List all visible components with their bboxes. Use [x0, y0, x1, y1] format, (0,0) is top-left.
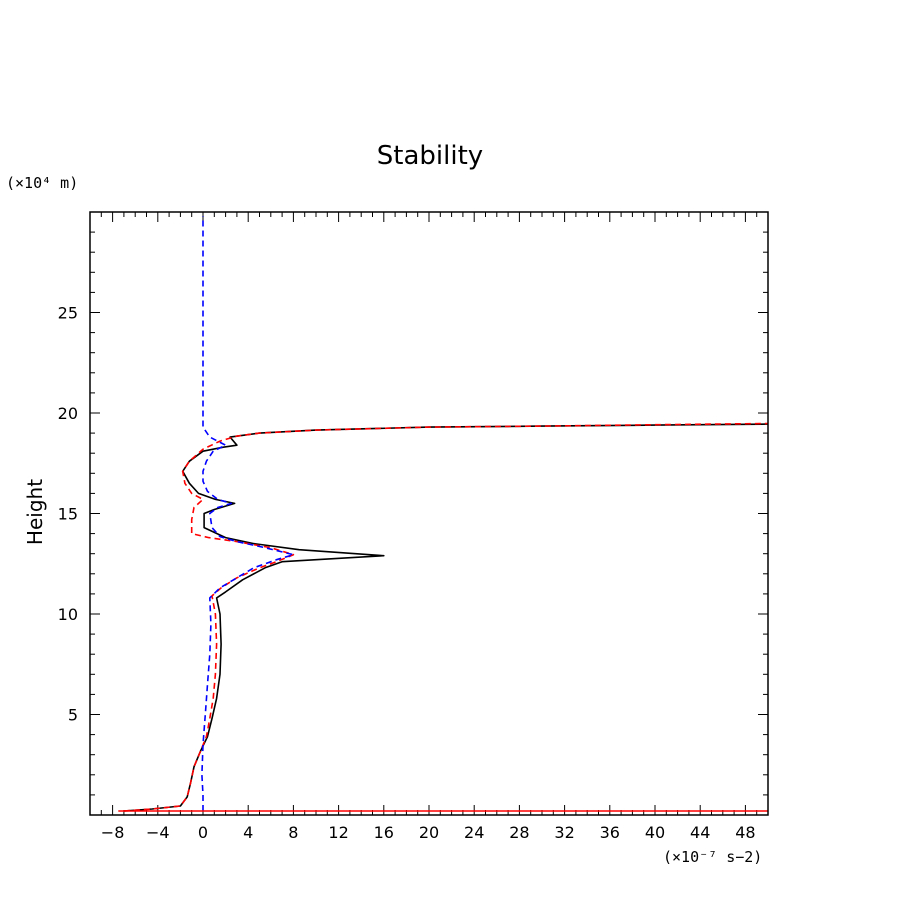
- plot-frame: [89, 211, 769, 816]
- x-tick-label: 8: [288, 823, 298, 842]
- axis-ticks: [89, 211, 769, 816]
- x-tick-label: 48: [735, 823, 755, 842]
- y-axis-label: Height: [23, 479, 47, 545]
- series-line-3: [201, 216, 295, 811]
- y-tick-label: 10: [58, 605, 78, 624]
- x-tick-label: −4: [146, 823, 170, 842]
- y-tick-label: 20: [58, 404, 78, 423]
- y-tick-label: 15: [58, 505, 78, 524]
- x-tick-label: 28: [509, 823, 529, 842]
- x-tick-label: 36: [600, 823, 620, 842]
- x-unit-label: (×10⁻⁷ s−2): [663, 848, 762, 866]
- x-tick-label: 16: [374, 823, 394, 842]
- x-tick-label: 24: [464, 823, 484, 842]
- x-tick-label: 0: [198, 823, 208, 842]
- x-tick-label: 20: [419, 823, 439, 842]
- y-unit-label: (×10⁴ m): [6, 174, 78, 192]
- y-tick-label: 25: [58, 304, 78, 323]
- x-tick-label: 32: [554, 823, 574, 842]
- series-line-1: [123, 423, 768, 812]
- x-tick-label: 12: [328, 823, 348, 842]
- chart-title: Stability: [377, 141, 483, 171]
- y-tick-label: 5: [68, 706, 78, 725]
- x-tick-label: 44: [690, 823, 710, 842]
- x-tick-label: 4: [243, 823, 253, 842]
- x-tick-label: 40: [645, 823, 665, 842]
- series-layer: [118, 216, 768, 812]
- x-tick-label: −8: [101, 823, 125, 842]
